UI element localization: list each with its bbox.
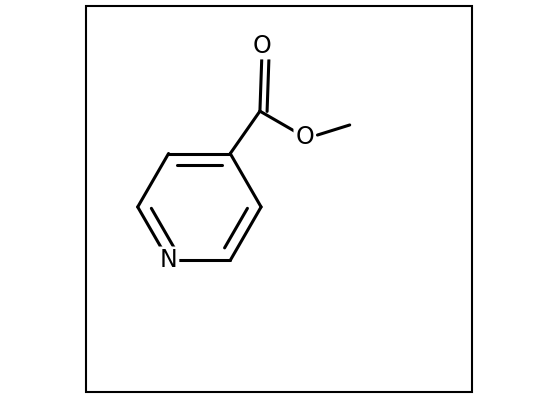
Text: O: O [295,125,314,149]
Text: O: O [252,33,271,58]
Text: N: N [160,248,177,272]
